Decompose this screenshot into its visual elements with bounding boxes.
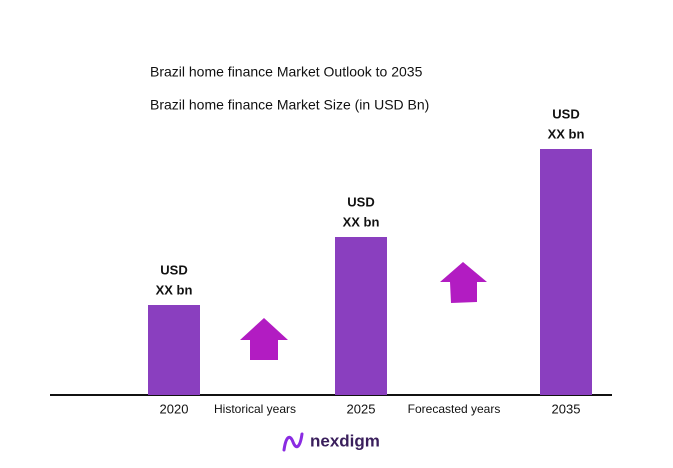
brand: nexdigm <box>310 431 380 450</box>
value-label: USD <box>552 106 579 121</box>
bar <box>540 149 592 395</box>
bar <box>335 237 387 395</box>
value-label: XX bn <box>343 214 380 229</box>
chart-subtitle: Brazil home finance Market Size (in USD … <box>150 97 429 113</box>
logo-icon <box>282 432 304 452</box>
annotation: Forecasted years <box>408 402 501 416</box>
chart-title: Brazil home finance Market Outlook to 20… <box>150 64 423 80</box>
x-tick-label: 2020 <box>160 401 189 416</box>
value-label: USD <box>160 262 187 277</box>
annotation: Historical years <box>214 402 296 416</box>
value-label: USD <box>347 194 374 209</box>
x-tick-label: 2035 <box>552 401 581 416</box>
x-tick-label: 2025 <box>347 401 376 416</box>
value-label: XX bn <box>548 126 585 141</box>
bar <box>148 305 200 395</box>
up-arrow <box>240 318 288 360</box>
up-arrow <box>440 262 487 303</box>
value-label: XX bn <box>156 282 193 297</box>
